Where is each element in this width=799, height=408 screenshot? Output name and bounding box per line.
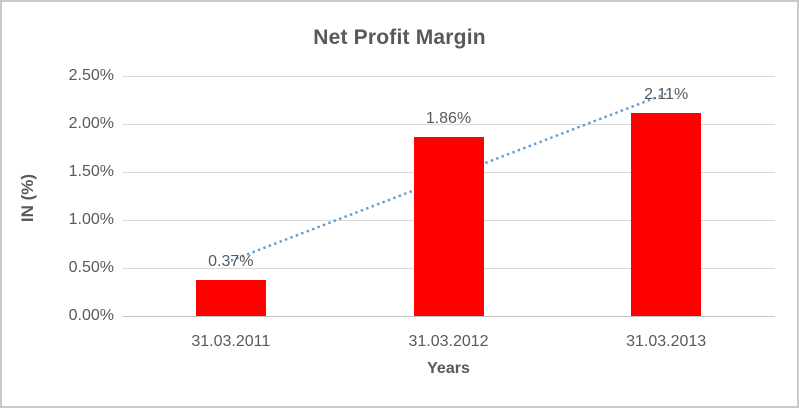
- y-tick-label: 0.50%: [68, 259, 114, 276]
- bar-value-label: 2.11%: [644, 86, 689, 104]
- x-tick-label: 31.03.2012: [408, 333, 489, 350]
- bar-value-label: 0.37%: [208, 253, 254, 271]
- bar: [195, 280, 266, 316]
- y-tick-label: 2.00%: [68, 115, 114, 132]
- x-axis-line: [122, 315, 775, 317]
- y-tick-label: 0.00%: [68, 307, 114, 324]
- bar-value-label: 1.86%: [425, 110, 472, 128]
- y-tick-label: 2.50%: [68, 67, 114, 84]
- chart-title: Net Profit Margin: [313, 26, 486, 49]
- gridline: [122, 75, 775, 77]
- bar: [413, 137, 484, 316]
- y-tick-label: 1.50%: [68, 163, 114, 180]
- bar: [631, 113, 702, 316]
- gridline: [122, 123, 775, 125]
- plot-area: 0.00% 0.50% 1.00% 1.50% 2.00% 2.50% 0.37% 31.03…: [69, 67, 775, 350]
- x-tick-label: 31.03.2011: [191, 333, 271, 350]
- y-tick-label: 1.00%: [68, 211, 114, 228]
- x-tick-label: 31.03.2013: [626, 333, 707, 350]
- x-axis-title: Years: [427, 360, 470, 377]
